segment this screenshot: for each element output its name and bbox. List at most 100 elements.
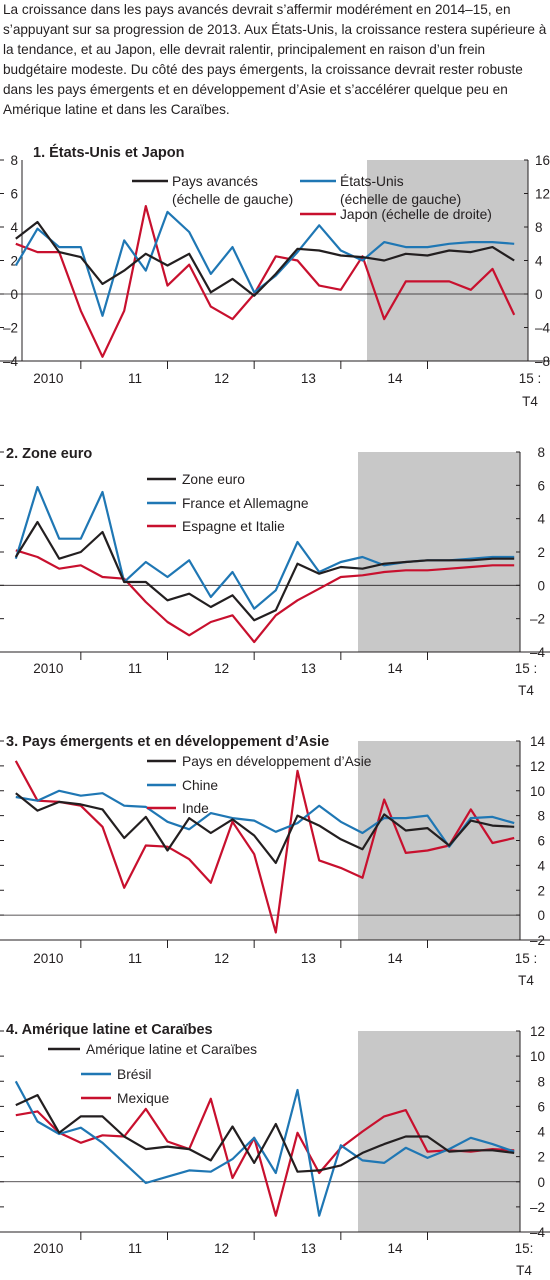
legend-label: Inde xyxy=(182,801,209,816)
left-tick-label: 0 xyxy=(10,287,18,302)
legend-label: Amérique latine et Caraïbes xyxy=(86,1042,257,1057)
left-tick-label: –4 xyxy=(3,354,19,369)
right-tick-label: 8 xyxy=(535,220,543,235)
right-tick-label: 12 xyxy=(530,1024,545,1039)
series-line-black xyxy=(15,1093,515,1173)
x-tick-label: T4 xyxy=(516,1263,532,1278)
left-tick-label: 8 xyxy=(10,153,18,168)
forecast-shading xyxy=(367,160,528,361)
right-tick-label: 4 xyxy=(537,1125,545,1140)
x-tick-label: 14 xyxy=(387,1241,403,1256)
legend-label: Brésil xyxy=(117,1067,152,1082)
right-tick-label: 6 xyxy=(537,834,545,849)
x-tick-label: 2010 xyxy=(33,1241,63,1256)
right-tick-label: 8 xyxy=(537,809,545,824)
right-tick-label: 0 xyxy=(537,1175,545,1190)
legend-label: Chine xyxy=(182,778,218,793)
legend-label: France et Allemagne xyxy=(182,496,309,511)
right-tick-label: –2 xyxy=(530,933,545,948)
right-tick-label: –4 xyxy=(535,321,550,336)
legend-label: États-Unis xyxy=(340,173,404,189)
x-tick-label: T4 xyxy=(518,683,534,698)
right-tick-label: –4 xyxy=(530,645,546,660)
right-tick-label: 14 xyxy=(530,734,546,749)
right-tick-label: 2 xyxy=(537,1150,545,1165)
series-line-black xyxy=(15,792,515,865)
right-tick-label: –4 xyxy=(530,1225,546,1240)
right-tick-label: 12 xyxy=(535,187,550,202)
right-tick-label: 4 xyxy=(537,858,545,873)
x-tick-label: 12 xyxy=(214,661,229,676)
series-line-black xyxy=(15,220,515,297)
right-tick-label: 4 xyxy=(535,254,543,269)
right-tick-label: –2 xyxy=(530,1200,545,1215)
x-tick-label: 15 : xyxy=(515,951,538,966)
right-tick-label: 6 xyxy=(537,1099,545,1114)
forecast-shading xyxy=(358,452,520,652)
x-tick-label: 12 xyxy=(214,951,229,966)
panel-title: 2. Zone euro xyxy=(6,446,92,462)
x-tick-label: 2010 xyxy=(33,371,63,386)
right-tick-label: 0 xyxy=(535,287,543,302)
right-tick-label: 2 xyxy=(537,883,545,898)
x-tick-label: 15: xyxy=(515,1241,534,1256)
legend-label: Zone euro xyxy=(182,472,245,487)
series-line-red xyxy=(14,760,515,934)
x-tick-label: 12 xyxy=(214,1241,229,1256)
left-tick-label: 6 xyxy=(10,187,18,202)
panel-title: 3. Pays émergents et en développement d’… xyxy=(6,734,329,750)
series-line-red xyxy=(15,205,516,358)
right-tick-label: 8 xyxy=(537,445,545,460)
legend-label: Mexique xyxy=(117,1091,169,1106)
forecast-shading xyxy=(358,741,520,940)
x-tick-label: 14 xyxy=(387,951,403,966)
legend-label: Japon (échelle de droite) xyxy=(340,207,492,222)
forecast-shading xyxy=(358,1031,520,1232)
legend-label: Pays avancés xyxy=(172,174,258,189)
x-tick-label: 13 xyxy=(301,371,316,386)
right-tick-label: 4 xyxy=(537,512,545,527)
left-tick-label: –2 xyxy=(3,321,18,336)
legend-label: Pays en développement d’Asie xyxy=(182,754,372,769)
series-line-black xyxy=(14,520,515,622)
intro-paragraph: La croissance dans les pays avancés devr… xyxy=(3,2,547,117)
right-tick-label: –2 xyxy=(530,612,545,627)
x-tick-label: 2010 xyxy=(33,661,63,676)
x-tick-label: 11 xyxy=(128,371,142,386)
x-tick-label: 13 xyxy=(301,951,316,966)
x-tick-label: 11 xyxy=(128,951,142,966)
series-line-blue xyxy=(15,789,515,848)
right-tick-label: 6 xyxy=(537,478,545,493)
x-tick-label: 14 xyxy=(387,371,403,386)
chart-panel-3: 14 12 10 8 6 4 2 0 –2 2010 11 12 13 14 15 : T4 3. Pays é… xyxy=(0,734,550,988)
right-tick-label: –8 xyxy=(535,354,550,369)
chart-panel-4: 12 10 8 6 4 2 0 –2 –4 2010 11 12 13 14 15: T4 4. Amériqu… xyxy=(0,1022,550,1278)
right-tick-label: 16 xyxy=(535,153,550,168)
right-tick-label: 10 xyxy=(530,1049,545,1064)
x-tick-label: 2010 xyxy=(33,951,63,966)
x-tick-label: T4 xyxy=(518,973,534,988)
x-tick-label: 11 xyxy=(128,1241,142,1256)
x-tick-label: 13 xyxy=(301,661,316,676)
x-tick-label: T4 xyxy=(522,394,538,409)
legend-label-sub: (échelle de gauche) xyxy=(340,192,461,207)
chart-panel-2: 8 6 4 2 0 –2 –4 2010 11 12 13 14 15 : T4 2. Zone euro Z… xyxy=(0,445,550,698)
legend-label: Espagne et Italie xyxy=(182,519,285,534)
right-tick-label: 2 xyxy=(537,545,545,560)
chart-panel-1: 16 8 12 6 8 4 4 2 0 0 –4 –2 –8 –4 2010 11 12 13 14 15 : T4 1.… xyxy=(0,144,550,409)
x-tick-label: 12 xyxy=(214,371,229,386)
series-line-red xyxy=(15,549,515,644)
x-tick-label: 14 xyxy=(387,661,403,676)
right-tick-label: 0 xyxy=(537,908,545,923)
series-line-red xyxy=(15,1097,515,1217)
left-tick-label: 2 xyxy=(10,254,18,269)
x-tick-label: 15 : xyxy=(515,661,538,676)
x-tick-label: 11 xyxy=(128,661,142,676)
series-line-blue xyxy=(14,1080,515,1217)
right-tick-label: 12 xyxy=(530,759,545,774)
left-tick-label: 4 xyxy=(10,220,18,235)
panel-title: 1. États-Unis et Japon xyxy=(33,144,184,161)
legend-label-sub: (échelle de gauche) xyxy=(172,192,293,207)
x-tick-label: 13 xyxy=(301,1241,316,1256)
